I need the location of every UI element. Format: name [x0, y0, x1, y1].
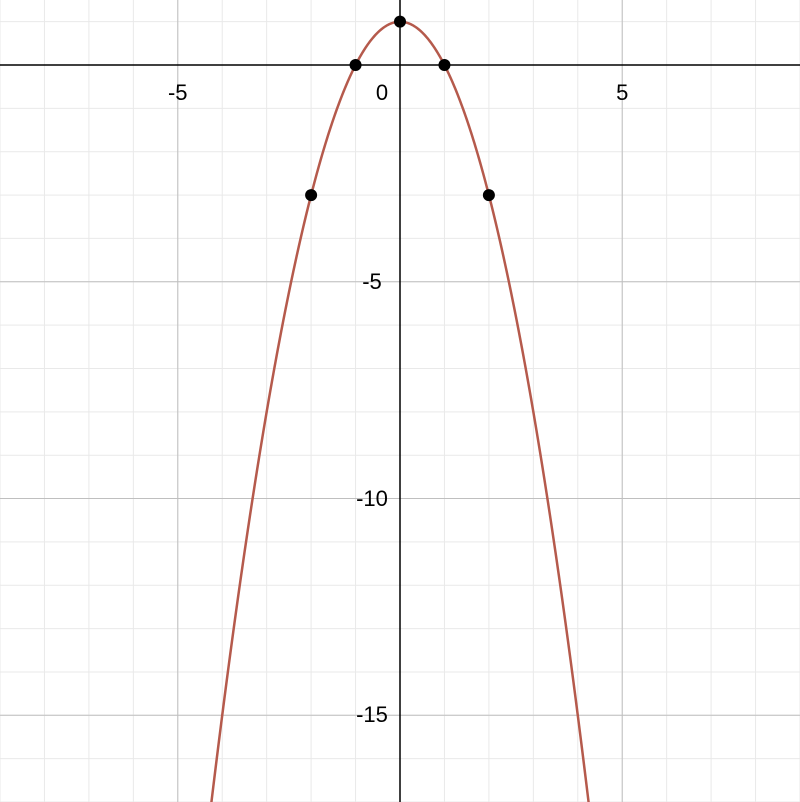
plot-point [483, 189, 495, 201]
axis-tick-label: -10 [356, 486, 388, 512]
plot-point [305, 189, 317, 201]
axis-tick-label: -15 [356, 702, 388, 728]
axis-tick-label: 5 [616, 80, 628, 106]
axis-tick-label: -5 [362, 269, 382, 295]
plot-point [350, 59, 362, 71]
axis-tick-label: 0 [376, 80, 388, 106]
plot-point [394, 16, 406, 28]
axis-tick-label: -5 [168, 80, 188, 106]
parabola-chart: -5 0 5 -5 -10 -15 [0, 0, 800, 802]
chart-svg [0, 0, 800, 802]
plot-point [438, 59, 450, 71]
